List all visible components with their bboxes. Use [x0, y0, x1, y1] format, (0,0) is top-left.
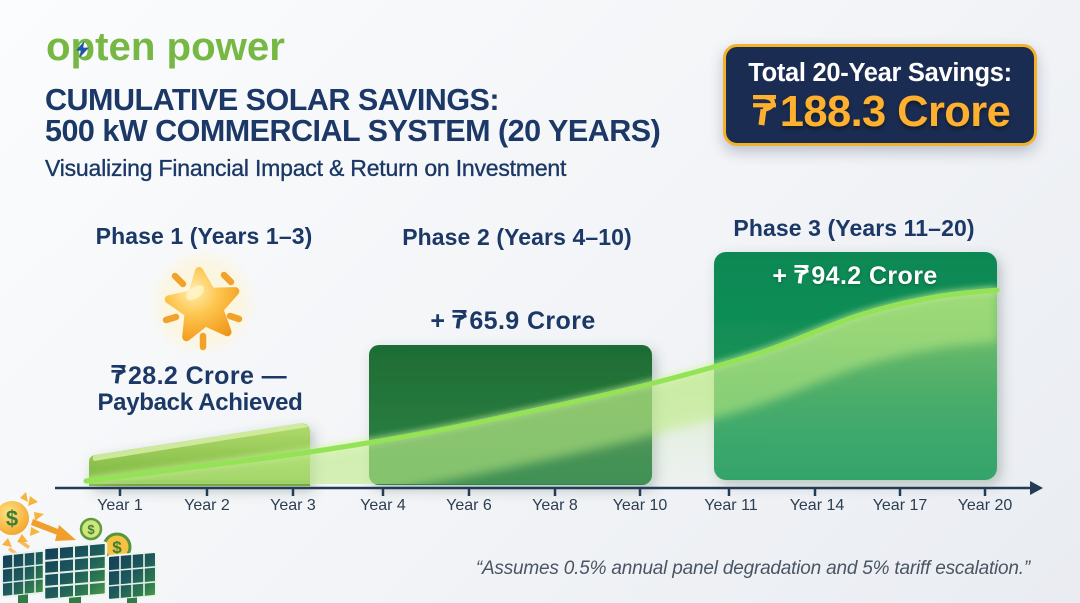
svg-text:$: $: [112, 538, 122, 557]
svg-text:$: $: [6, 506, 18, 531]
svg-text:$: $: [87, 522, 95, 537]
